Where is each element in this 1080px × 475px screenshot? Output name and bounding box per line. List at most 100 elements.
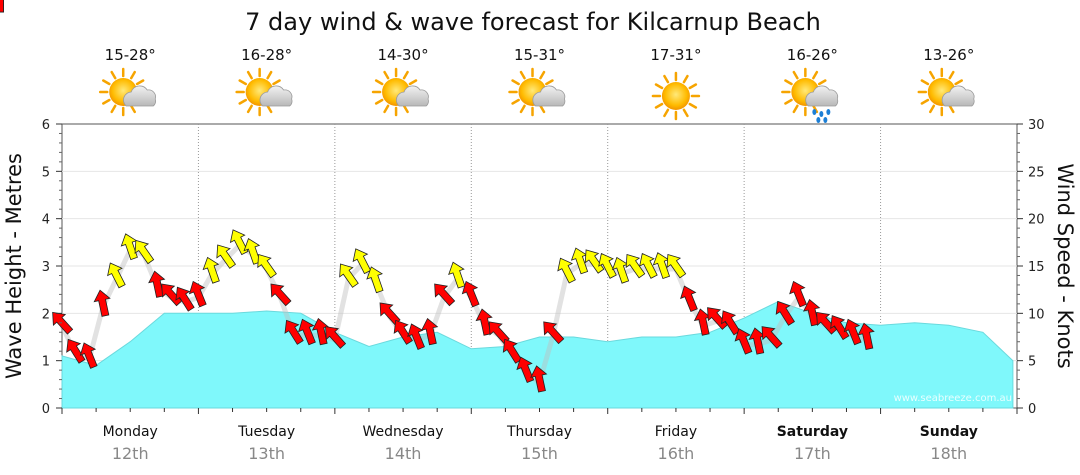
date-label: 17th (794, 444, 831, 463)
wind-arrow (257, 254, 277, 279)
day-label: Tuesday (237, 424, 295, 440)
sun-ray (688, 102, 698, 109)
wind-arrow (666, 254, 687, 279)
sun-ray (511, 79, 520, 86)
wind-arrow (161, 283, 183, 307)
sun-ray (402, 70, 409, 80)
wind-arrow (680, 285, 698, 313)
wind-arrow (598, 252, 617, 279)
wind-arrow (93, 289, 111, 317)
sun-ray (374, 79, 384, 86)
sun-ray (402, 104, 409, 114)
wind-arrow (175, 286, 195, 312)
wind-arrow (530, 365, 548, 393)
wind-arrow (639, 252, 658, 279)
sun-ray (511, 98, 520, 105)
wind-arrow (339, 263, 359, 288)
wind-arrow (502, 338, 523, 364)
source-credit: www.seabreeze.com.au (894, 393, 1012, 404)
cloud-shape (123, 85, 157, 107)
right-tick-label: 25 (1028, 165, 1045, 180)
day-label: Thursday (506, 424, 572, 440)
rain-drop (812, 109, 817, 115)
sun-ray (812, 70, 819, 80)
sun-cloud-icon (917, 67, 975, 117)
sun-ray (519, 70, 526, 80)
wind-arrow (202, 256, 220, 284)
wind-arrow (830, 315, 850, 341)
temperature-range: 17-31° (650, 46, 701, 64)
left-tick-label: 0 (42, 402, 50, 417)
wind-arrow (543, 321, 565, 345)
sun-ray (792, 104, 799, 114)
wind-arrow (557, 257, 576, 284)
left-axis-title: Wave Height - Metres (2, 153, 26, 379)
left-tick-label: 5 (42, 165, 50, 180)
sun-disc (661, 82, 690, 110)
sun-cloud-icon (235, 67, 293, 117)
temperature-range: 15-28° (105, 46, 156, 64)
right-tick-label: 15 (1028, 260, 1045, 275)
wind-arrow (298, 318, 316, 346)
temperature-range: 16-28° (241, 46, 292, 64)
sun-ray (948, 104, 955, 114)
left-tick-label: 2 (42, 307, 50, 322)
cloud-shape (941, 85, 975, 107)
day-label: Sunday (920, 424, 978, 440)
right-tick-label: 10 (1028, 307, 1045, 322)
wind-arrow (843, 318, 862, 346)
date-label: 12th (112, 444, 149, 463)
sun-ray (682, 74, 689, 84)
sun-ray (102, 98, 111, 105)
date-label: 15th (521, 444, 558, 463)
left-tick-label: 1 (42, 355, 50, 370)
sun-ray (784, 79, 793, 86)
wind-arrow (352, 248, 372, 275)
right-tick-label: 0 (1028, 402, 1036, 417)
wind-arrow (516, 356, 535, 384)
wind-arrow (421, 317, 439, 346)
wind-arrows (0, 0, 875, 393)
wind-arrow (721, 310, 741, 336)
wind-arrow (734, 328, 753, 355)
temperature-range: 15-31° (514, 46, 565, 64)
wind-arrow (134, 239, 155, 265)
wind-arrow (393, 319, 413, 345)
sun-cloud-icon (508, 67, 566, 117)
sun-ray (812, 104, 819, 114)
rain-drop (826, 109, 831, 115)
sun-ray (246, 104, 253, 114)
sun-ray (663, 74, 670, 84)
sun-ray (654, 83, 664, 90)
sun-ray (519, 104, 526, 114)
axes: 0 1 2 3 4 5 6 0 5 10 15 20 25 30 Monday 12th Tuesday 13th… (42, 118, 1045, 463)
left-tick-label: 6 (42, 118, 50, 133)
wind-arrow (79, 342, 98, 369)
sun-ray (246, 70, 253, 80)
wind-arrow (66, 338, 86, 364)
sun-ray (272, 79, 281, 86)
left-tick-label: 4 (42, 213, 50, 228)
sun-ray (102, 79, 111, 86)
cloud-shape (805, 85, 839, 107)
sun-ray (539, 70, 546, 80)
wind-arrow (461, 280, 480, 308)
sun-ray (817, 79, 827, 86)
cloud-shape (395, 85, 429, 107)
wind-arrow (857, 322, 875, 350)
sun-ray (129, 104, 136, 114)
wind-arrow (229, 229, 249, 256)
wind-arrow (0, 0, 4, 13)
right-tick-label: 20 (1028, 213, 1045, 228)
wind-arrow (407, 323, 425, 350)
sun-ray (920, 79, 930, 86)
sun-ray (682, 108, 689, 118)
sun-ray (374, 98, 384, 105)
wind-arrow (625, 254, 646, 279)
wind-arrow (188, 280, 207, 308)
wind-arrow (284, 319, 304, 345)
sun-ray (383, 70, 390, 80)
right-axis-title: Wind Speed - Knots (1053, 163, 1077, 368)
left-tick-label: 3 (42, 260, 50, 275)
